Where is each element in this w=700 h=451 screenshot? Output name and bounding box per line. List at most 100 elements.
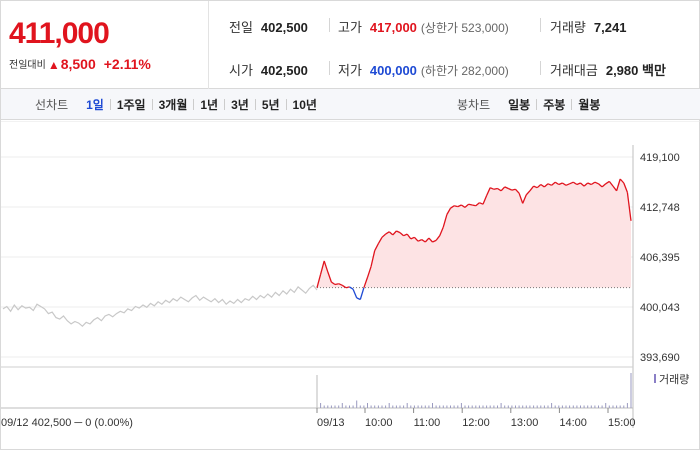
- price-segment: [454, 206, 458, 207]
- volume-bar: [461, 403, 462, 408]
- volume-bar: [537, 406, 538, 409]
- stat-label: 거래대금: [550, 63, 598, 78]
- stat-label: 거래량: [550, 20, 586, 35]
- volume-bar: [616, 406, 617, 409]
- line-chart-label: 선차트: [35, 96, 68, 113]
- volume-bar: [432, 403, 433, 408]
- change-value: 8,500: [61, 56, 96, 72]
- tab-line-2[interactable]: 3개월: [153, 96, 194, 113]
- volume-bar: [392, 406, 393, 409]
- volume-bar: [566, 406, 567, 409]
- divider: [329, 18, 330, 32]
- stat-high: 고가 417,000 (상한가 523,000): [338, 17, 509, 36]
- volume-bar: [573, 406, 574, 409]
- time-tick-label: 10:00: [365, 417, 393, 429]
- current-price: 411,000: [9, 17, 109, 51]
- tab-line-5[interactable]: 5년: [256, 96, 286, 113]
- volume-bar: [548, 406, 549, 409]
- volume-bar: [320, 403, 321, 408]
- tab-line-0[interactable]: 1일: [80, 96, 110, 113]
- volume-bar: [468, 406, 469, 409]
- tab-candle-1[interactable]: 주봉: [537, 96, 571, 113]
- chart-period-tabs: 선차트 1일 1주일 3개월 1년 3년 5년 10년 봉차트 일봉 주봉 월봉: [1, 89, 700, 120]
- volume-bar: [623, 406, 624, 409]
- stat-volume: 거래량 7,241: [550, 17, 626, 36]
- prev-day-label: 09/12 402,500 ─ 0 (0.00%): [1, 417, 133, 429]
- volume-bar: [403, 406, 404, 409]
- tab-candle-2[interactable]: 월봉: [572, 96, 606, 113]
- volume-bar: [540, 406, 541, 409]
- change-label: 전일대비: [9, 60, 46, 71]
- y-tick-label: 412,748: [640, 202, 680, 214]
- volume-bar: [490, 406, 491, 409]
- divider: [540, 18, 541, 32]
- price-segment: [494, 189, 498, 190]
- volume-bar: [324, 406, 325, 409]
- stat-value: 2,980 백만: [606, 63, 666, 78]
- today-date-label: 09/13: [317, 417, 345, 429]
- volume-bar: [497, 406, 498, 409]
- stat-open: 시가 402,500: [229, 60, 308, 79]
- volume-bar: [327, 406, 328, 409]
- stat-prev-close: 전일 402,500: [229, 17, 308, 36]
- stat-value: 402,500: [261, 20, 308, 35]
- y-tick-label: 400,043: [640, 302, 680, 314]
- tab-line-4[interactable]: 3년: [225, 96, 255, 113]
- price-segment: [512, 189, 516, 190]
- volume-bar: [331, 406, 332, 409]
- volume-legend-swatch: [654, 374, 656, 383]
- volume-bar: [363, 406, 364, 409]
- price-summary: 411,000 전일대비 ▲8,500 +2.11% 전일 402,500 시가 402…: [1, 1, 700, 89]
- candle-chart-tabs: 봉차트 일봉 주봉 월봉: [457, 89, 606, 120]
- volume-bar: [374, 406, 375, 409]
- time-tick-label: 15:00: [608, 417, 636, 429]
- tab-candle-0[interactable]: 일봉: [502, 96, 536, 113]
- time-tick-label: 14:00: [559, 417, 587, 429]
- current-price-box: 411,000 전일대비 ▲8,500 +2.11%: [1, 1, 209, 89]
- time-tick-label: 11:00: [414, 417, 441, 429]
- volume-bar: [475, 406, 476, 409]
- price-segment: [469, 204, 473, 205]
- stat-value: 402,500: [261, 63, 308, 78]
- volume-legend-label: 거래량: [659, 373, 689, 386]
- volume-bar: [613, 406, 614, 409]
- volume-bar: [493, 406, 494, 409]
- volume-bar: [609, 406, 610, 409]
- volume-bar: [425, 406, 426, 409]
- tab-line-3[interactable]: 1년: [194, 96, 224, 113]
- volume-bar: [446, 406, 447, 409]
- volume-bar: [551, 403, 552, 408]
- volume-bar: [631, 373, 632, 408]
- stat-value: 417,000: [370, 20, 417, 35]
- volume-bar: [382, 406, 383, 409]
- volume-bar: [439, 406, 440, 409]
- volume-bar: [454, 406, 455, 409]
- stat-value: 7,241: [594, 20, 627, 35]
- candle-chart-label: 봉차트: [457, 96, 490, 113]
- volume-bar: [421, 406, 422, 409]
- time-tick-label: 12:00: [462, 417, 490, 429]
- volume-bar: [353, 406, 354, 409]
- volume-bar: [342, 403, 343, 408]
- price-chart[interactable]: 419,100 412,748 406,395 400,043 393,690 거래량 10…: [1, 121, 700, 451]
- stat-label: 고가: [338, 20, 362, 35]
- stat-label: 시가: [229, 63, 253, 78]
- volume-bar: [338, 406, 339, 409]
- volume-bar: [555, 406, 556, 409]
- y-tick-label: 419,100: [640, 152, 680, 164]
- volume-bar: [457, 406, 458, 409]
- price-segment: [346, 287, 350, 288]
- volume-bar: [598, 406, 599, 409]
- y-tick-label: 393,690: [640, 352, 680, 364]
- volume-bar: [584, 406, 585, 409]
- tab-line-1[interactable]: 1주일: [111, 96, 152, 113]
- upper-limit: (상한가 523,000): [421, 21, 509, 35]
- volume-bar: [605, 403, 606, 408]
- volume-bar: [396, 406, 397, 409]
- volume-bar: [544, 406, 545, 409]
- price-segment: [360, 288, 364, 300]
- volume-bar: [511, 406, 512, 409]
- price-chart-svg: 419,100412,748406,395400,043393,690거래량10…: [1, 121, 700, 451]
- volume-bar: [591, 406, 592, 409]
- tab-line-6[interactable]: 10년: [287, 96, 323, 113]
